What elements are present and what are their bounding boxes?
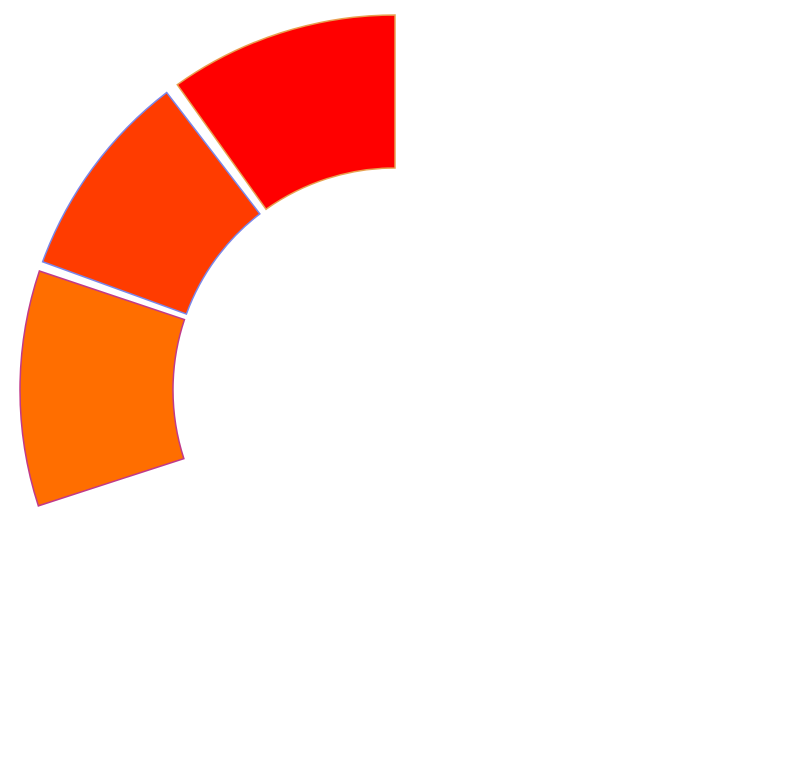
arc-segment-2 <box>41 91 261 316</box>
arc-segment-3 <box>19 270 186 507</box>
arc-segment-1 <box>176 14 396 211</box>
